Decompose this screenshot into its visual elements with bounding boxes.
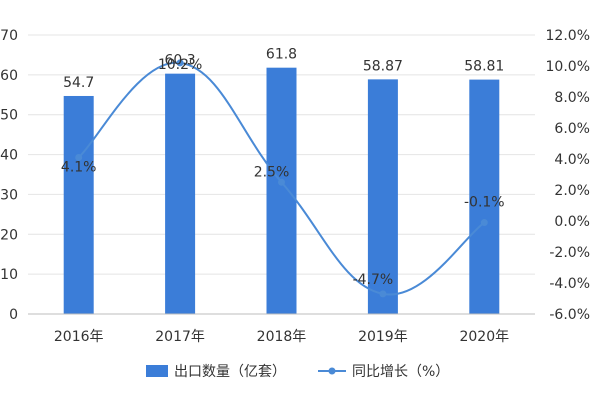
legend: 出口数量（亿套） 同比增长（%）: [146, 364, 449, 380]
legend-bar-swatch: [146, 365, 168, 377]
bar-value-label: 58.81: [464, 59, 504, 75]
right-tick-label: 8.0%: [554, 90, 590, 106]
bar: [63, 95, 94, 314]
left-tick-label: 60: [0, 68, 18, 84]
bar-series: [63, 67, 500, 315]
x-tick-label: 2018年: [257, 329, 307, 345]
right-tick-label: -4.0%: [549, 276, 590, 292]
line-point: [278, 178, 285, 186]
right-tick-label: 10.0%: [546, 59, 590, 75]
right-tick-label: -2.0%: [549, 245, 590, 261]
x-tick-label: 2020年: [459, 329, 509, 345]
bar: [266, 67, 297, 314]
line-value-label: -4.7%: [353, 272, 394, 288]
bar-value-label: 58.87: [363, 58, 403, 74]
right-tick-label: 4.0%: [554, 152, 590, 168]
x-tick-label: 2017年: [155, 329, 205, 345]
right-tick-label: -6.0%: [549, 307, 590, 323]
left-tick-label: 0: [9, 307, 18, 323]
x-tick-label: 2016年: [54, 329, 104, 345]
bar: [469, 79, 500, 314]
left-tick-label: 40: [0, 148, 18, 164]
line-point: [480, 219, 488, 227]
bar: [165, 73, 196, 314]
data-labels: 54.7 60.3 61.8 58.87 58.81 4.1% 10.2% 2.5% -4.7%…: [61, 47, 505, 288]
line-point: [75, 153, 83, 161]
right-tick-label: 0.0%: [554, 214, 590, 230]
bar-value-label: 60.3: [165, 53, 196, 69]
line-point: [379, 290, 387, 298]
line-value-label: 4.1%: [61, 159, 97, 175]
left-tick-label: 50: [0, 108, 18, 124]
right-y-axis: -6.0% -4.0% -2.0% 0.0% 2.0% 4.0% 6.0% 8.0% 10.0%…: [546, 28, 590, 323]
x-axis: 2016年 2017年 2018年 2019年 2020年: [28, 313, 535, 345]
line-value-label: 10.2%: [158, 57, 202, 73]
line-value-label: -0.1%: [464, 195, 505, 211]
line-point: [176, 59, 184, 67]
bar-value-label: 61.8: [266, 47, 297, 63]
left-tick-label: 30: [0, 187, 18, 203]
right-tick-label: 2.0%: [554, 183, 590, 199]
bar: [367, 79, 398, 315]
legend-bar-label: 出口数量（亿套）: [174, 364, 286, 380]
line-series: [75, 59, 488, 298]
legend-line-label: 同比增长（%）: [352, 364, 449, 380]
right-tick-label: 6.0%: [554, 121, 590, 137]
left-y-axis: 0 10 20 30 40 50 60 70: [0, 28, 18, 323]
left-tick-label: 20: [0, 227, 18, 243]
left-tick-label: 10: [0, 267, 18, 283]
left-tick-label: 70: [0, 28, 18, 44]
x-tick-label: 2019年: [358, 329, 408, 345]
right-tick-label: 12.0%: [546, 28, 590, 44]
bar-value-label: 54.7: [63, 75, 94, 91]
line-value-label: 2.5%: [254, 164, 290, 180]
legend-line-marker: [328, 367, 336, 375]
